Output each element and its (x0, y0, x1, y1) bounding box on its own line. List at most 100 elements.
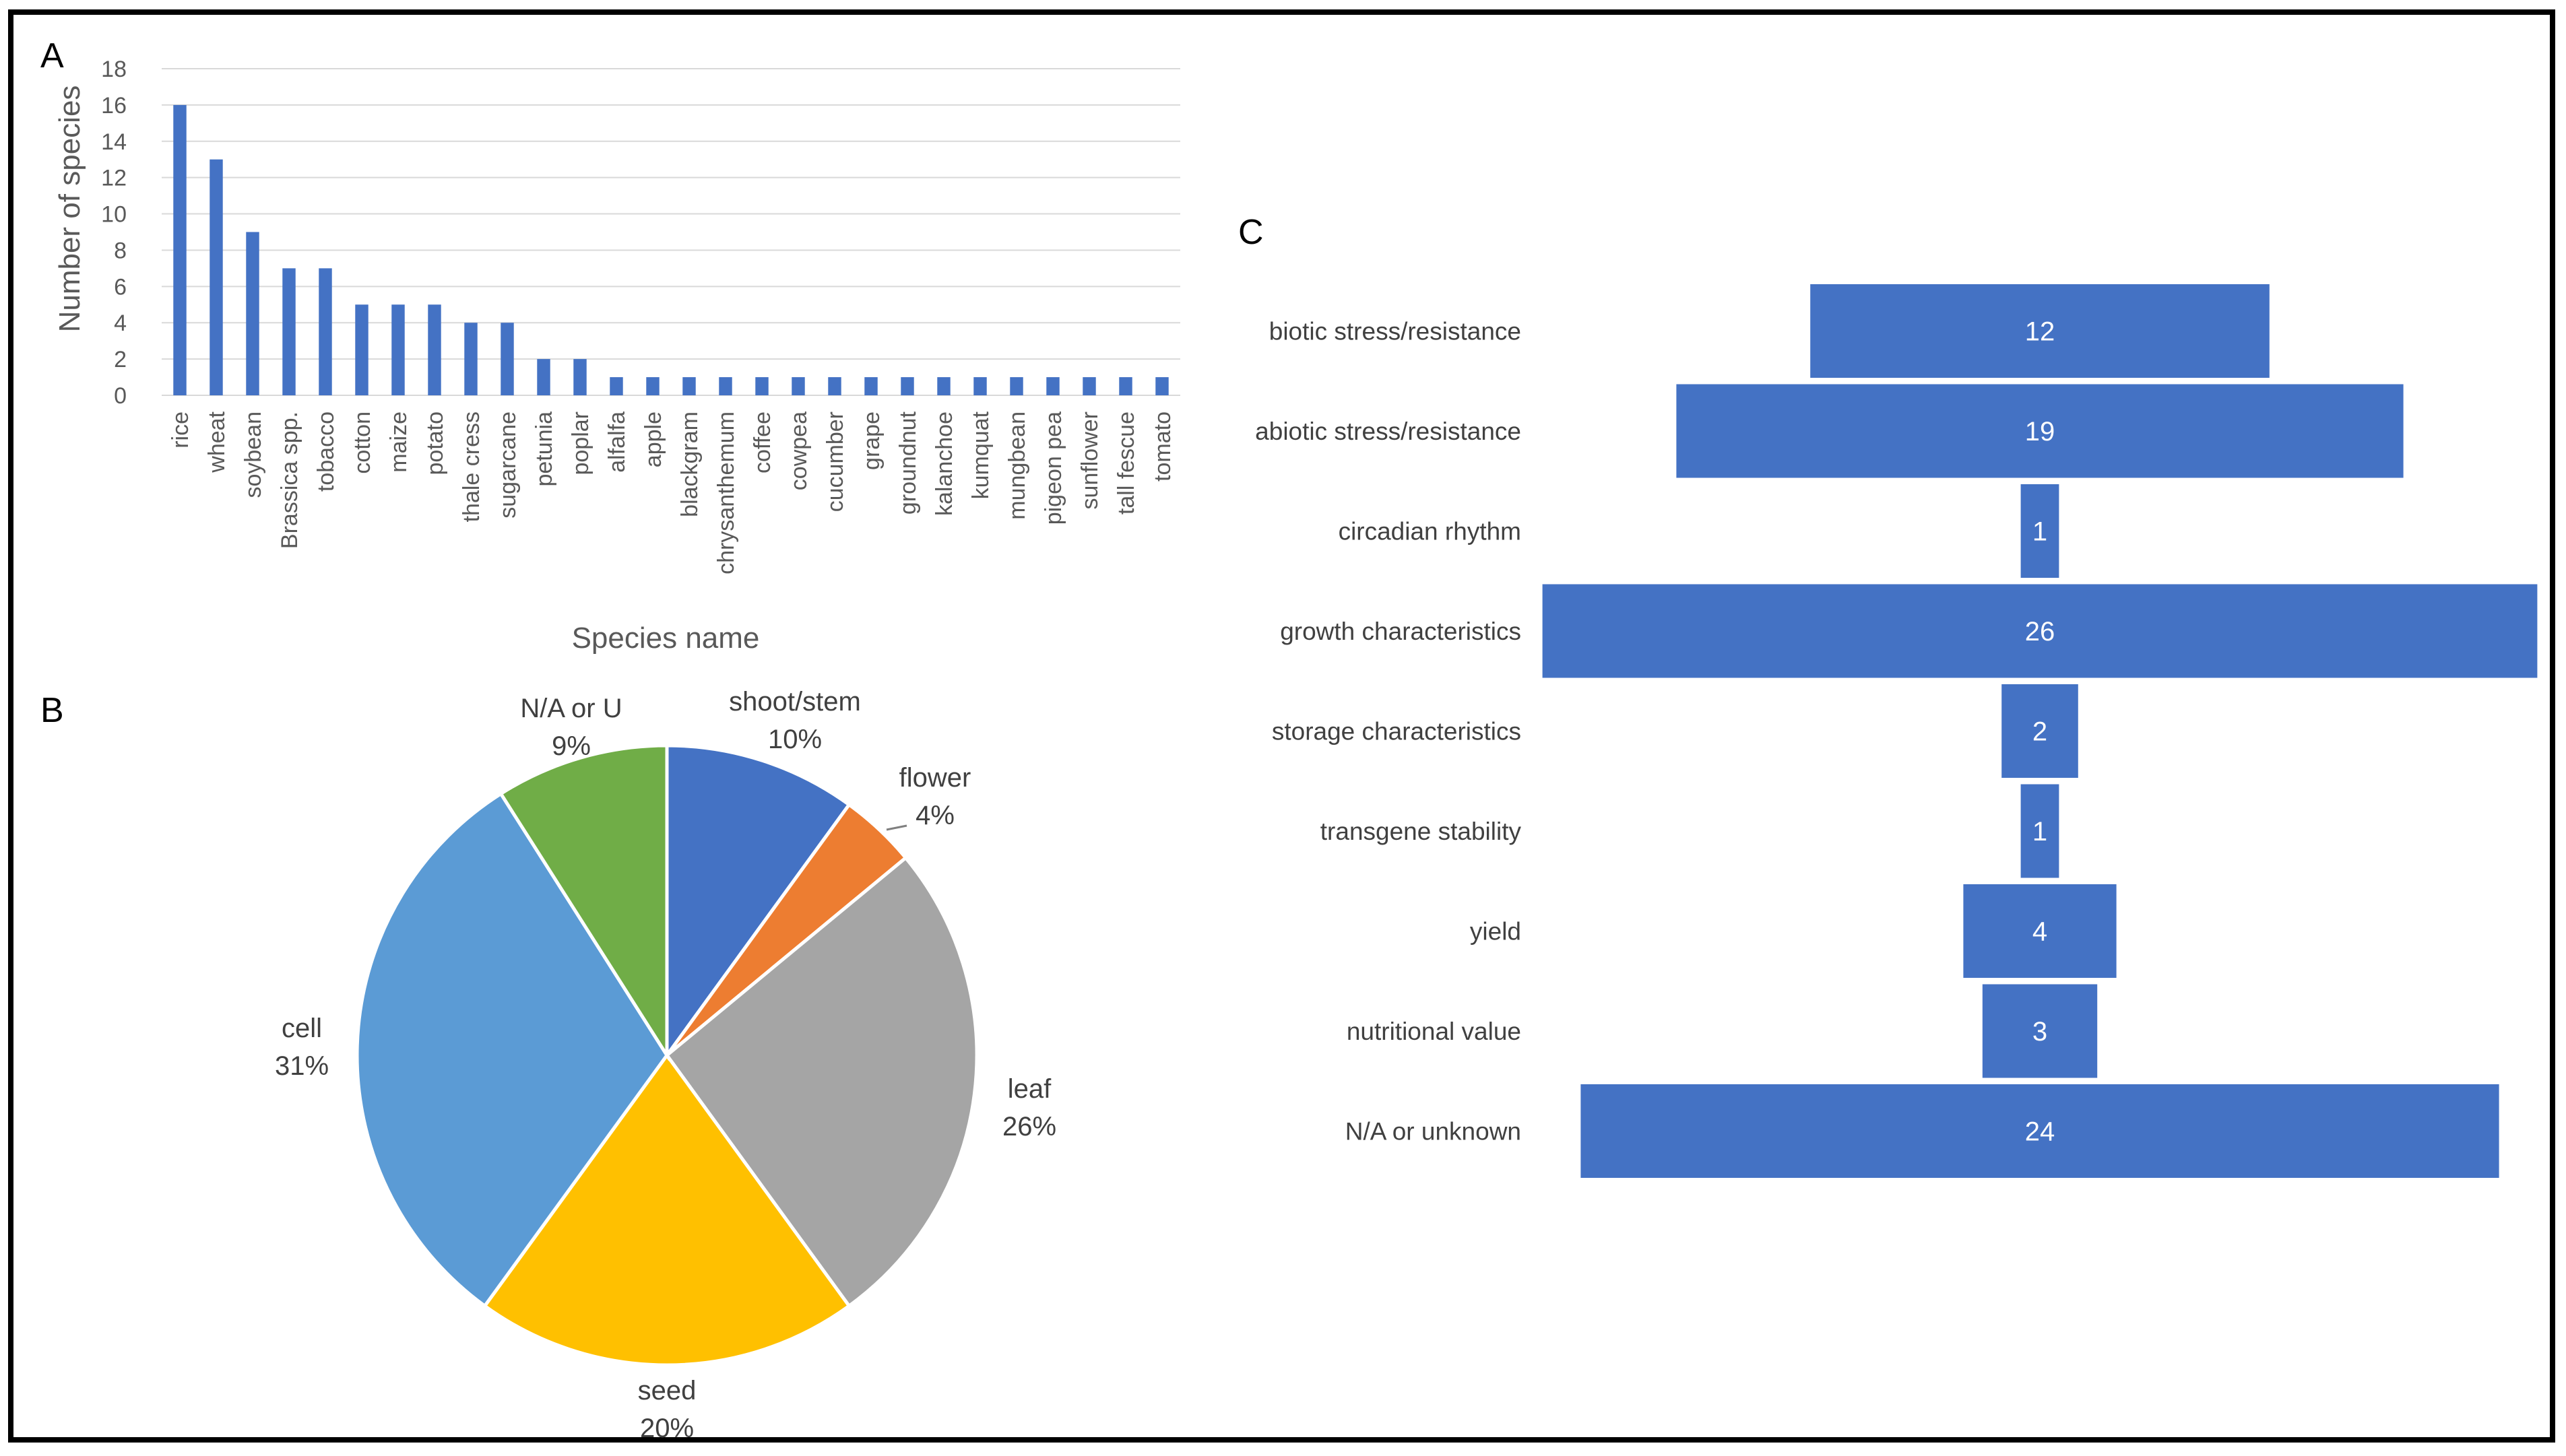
x-tick-label: rice (168, 411, 193, 449)
y-tick-label: 0 (114, 383, 127, 409)
bar (1119, 377, 1132, 395)
bar (537, 359, 550, 395)
bar-value-label: 12 (2025, 317, 2055, 347)
y-tick-label: 12 (101, 166, 127, 191)
pie-label-percent: 20% (640, 1414, 694, 1443)
x-tick-label: coffee (750, 411, 775, 473)
flower-leader-line (886, 824, 907, 831)
x-tick-label: soybean (240, 411, 266, 498)
bar (973, 377, 987, 395)
pie-slice (664, 855, 979, 1309)
funnel-bar (1580, 1084, 2499, 1178)
funnel-bar (1963, 884, 2117, 978)
x-tick-label: potato (422, 411, 448, 475)
x-tick-label: chrysanthemum (713, 411, 739, 574)
x-tick-label: Brassica spp. (277, 411, 302, 549)
bar (501, 323, 514, 395)
bar (573, 359, 587, 395)
bar (428, 304, 441, 395)
x-tick-label: cowpea (786, 411, 812, 490)
pie-label-name: leaf (1008, 1074, 1052, 1104)
gridlines (162, 68, 1180, 396)
bar (1010, 377, 1023, 395)
category-label: circadian rhythm (1339, 518, 1521, 545)
pie-labels: shoot/stem 10% flower 4% leaf 26% seed 20% cell 3… (275, 687, 1056, 1443)
category-label: biotic stress/resistance (1269, 318, 1521, 345)
panel-a-letter: A (40, 36, 64, 75)
bar (173, 104, 187, 395)
x-tick-label: cucumber (823, 411, 848, 512)
bar-value-label: 19 (2025, 417, 2055, 446)
y-tick-label: 14 (101, 129, 127, 155)
funnel-bar (1676, 384, 2404, 478)
figure-frame (8, 9, 2555, 1443)
bar (1083, 377, 1096, 395)
x-tick-labels: rice wheat soybean Brassica spp. tobacco cott… (168, 411, 1176, 574)
category-label: N/A or unknown (1345, 1118, 1521, 1146)
bar (719, 377, 732, 395)
bar-value-label: 24 (2025, 1117, 2055, 1147)
pie-slice (665, 743, 852, 1061)
x-tick-label: pigeon pea (1041, 411, 1066, 525)
bar (1046, 377, 1060, 395)
y-tick-labels: 0 2 4 6 8 10 12 14 16 18 (101, 57, 127, 409)
bar-value-label: 2 (2032, 717, 2047, 747)
pie-label-percent: 4% (916, 801, 955, 830)
y-tick-label: 18 (101, 57, 127, 82)
x-axis-title: Species name (572, 622, 760, 655)
funnel-bar (1810, 284, 2270, 378)
x-tick-label: cotton (350, 411, 375, 474)
bar (464, 323, 478, 395)
x-tick-label: apple (641, 411, 666, 467)
bar (391, 304, 405, 395)
category-label: yield (1470, 918, 1521, 946)
pie-label-name: cell (282, 1014, 322, 1043)
y-tick-label: 2 (114, 347, 127, 372)
pie-label-percent: 26% (1002, 1112, 1056, 1141)
x-tick-label: wheat (204, 411, 230, 473)
pie-slice (482, 1052, 852, 1367)
funnel-bar (1542, 584, 2538, 678)
y-tick-label: 6 (114, 274, 127, 300)
pie-slice (355, 791, 670, 1309)
pie-label-name: seed (638, 1376, 697, 1405)
pie-label-name: N/A or U (520, 694, 622, 723)
category-label: storage characteristics (1272, 718, 1521, 746)
x-tick-label: groundnut (895, 411, 921, 515)
category-label: growth characteristics (1280, 618, 1521, 645)
bars (173, 104, 1169, 395)
y-tick-label: 4 (114, 310, 127, 336)
x-tick-label: kumquat (968, 411, 994, 499)
pie-label-percent: 9% (552, 731, 591, 761)
x-tick-label: mungbean (1004, 411, 1030, 520)
bar-value-label: 26 (2025, 617, 2055, 647)
x-tick-label: sugarcane (495, 411, 521, 519)
pie-label-name: shoot/stem (729, 687, 861, 717)
bar (246, 232, 259, 395)
panel-c-letter: C (1238, 213, 1264, 252)
x-tick-label: blackgram (677, 411, 703, 517)
bar (319, 268, 332, 395)
x-tick-label: alfalfa (604, 411, 630, 473)
bar-value-label: 3 (2032, 1017, 2047, 1047)
bar (282, 268, 296, 395)
bar-value-label: 1 (2032, 817, 2047, 847)
x-tick-label: maize (386, 411, 412, 473)
bar (210, 159, 223, 395)
bar-value-label: 1 (2032, 517, 2047, 547)
y-axis-title: Number of species (53, 86, 86, 333)
y-tick-label: 8 (114, 238, 127, 263)
x-tick-label: tall fescue (1114, 411, 1139, 515)
bar (682, 377, 696, 395)
pie-label-percent: 31% (275, 1051, 329, 1081)
y-tick-label: 16 (101, 93, 127, 119)
x-tick-label: poplar (568, 411, 594, 475)
bar (901, 377, 914, 395)
pie-slices (355, 743, 979, 1367)
bar (864, 377, 878, 395)
category-label: abiotic stress/resistance (1255, 418, 1521, 445)
pie-slice (499, 743, 669, 1061)
bar (646, 377, 660, 395)
bar-value-label: 4 (2032, 917, 2047, 947)
